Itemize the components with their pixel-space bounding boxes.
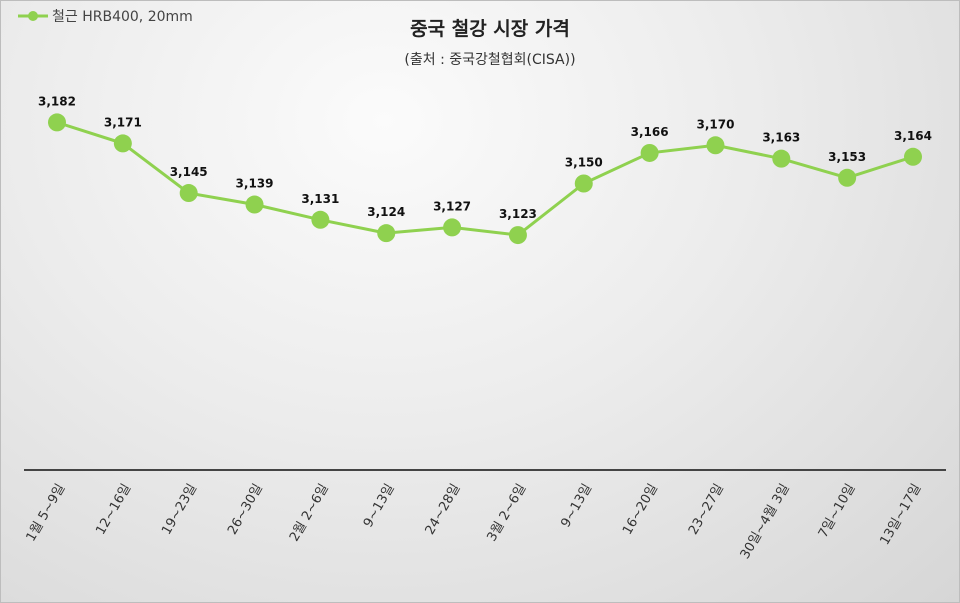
- data-point: [48, 113, 66, 132]
- data-point: [772, 149, 791, 168]
- x-tick-label: 2월 2~6일: [287, 482, 332, 545]
- data-label: 3,127: [433, 199, 471, 213]
- x-tick-label: 26~30일: [225, 482, 266, 538]
- data-point: [179, 184, 198, 203]
- data-point: [245, 195, 264, 214]
- x-tick-label: 19~23일: [159, 482, 200, 538]
- x-tick-label: 16~20일: [620, 482, 661, 538]
- data-label: 3,124: [367, 205, 405, 219]
- data-point: [706, 136, 725, 155]
- data-label: 3,166: [631, 125, 669, 139]
- x-tick-label: 9~13일: [558, 482, 595, 531]
- legend-marker-icon: [18, 11, 48, 21]
- data-label: 3,171: [104, 115, 142, 129]
- chart-subtitle: (출처 : 중국강철협회(CISA)): [404, 52, 576, 68]
- data-label: 3,163: [762, 131, 800, 145]
- chart-title: 중국 철강 시장 가격: [410, 18, 570, 40]
- data-point: [838, 168, 857, 187]
- data-point: [640, 143, 659, 162]
- data-label: 3,182: [38, 94, 76, 108]
- data-point: [311, 210, 330, 229]
- data-label: 3,170: [696, 117, 734, 131]
- data-point: [443, 218, 462, 237]
- data-label: 3,139: [236, 177, 274, 191]
- data-point: [904, 147, 922, 166]
- data-label: 3,164: [894, 129, 932, 143]
- series-line: [56, 120, 914, 237]
- x-tick-label: 30일~4월 3일: [738, 482, 793, 562]
- x-tick-label: 7일~10일: [816, 482, 859, 541]
- data-label: 3,145: [170, 165, 208, 179]
- x-tick-label: 3월 2~6일: [485, 482, 530, 545]
- x-tick-label: 24~28일: [423, 481, 464, 537]
- data-label: 3,150: [565, 156, 603, 170]
- x-tick-label: 13일~17일: [878, 482, 925, 548]
- x-tick-label: 1월 5~9일: [24, 482, 69, 545]
- data-point: [508, 226, 527, 245]
- data-label: 3,153: [828, 150, 866, 164]
- data-point: [574, 174, 593, 193]
- x-tick-label: 9~13일: [361, 482, 398, 531]
- x-tick-label: 12~16일: [93, 482, 134, 538]
- data-label: 3,123: [499, 207, 537, 221]
- legend: 철근 HRB400, 20mm: [18, 6, 193, 26]
- data-point: [377, 224, 396, 243]
- legend-label: 철근 HRB400, 20mm: [52, 9, 193, 25]
- data-label: 3,131: [301, 192, 339, 206]
- x-tick-label: 23~27일: [686, 482, 727, 538]
- data-point: [113, 134, 132, 153]
